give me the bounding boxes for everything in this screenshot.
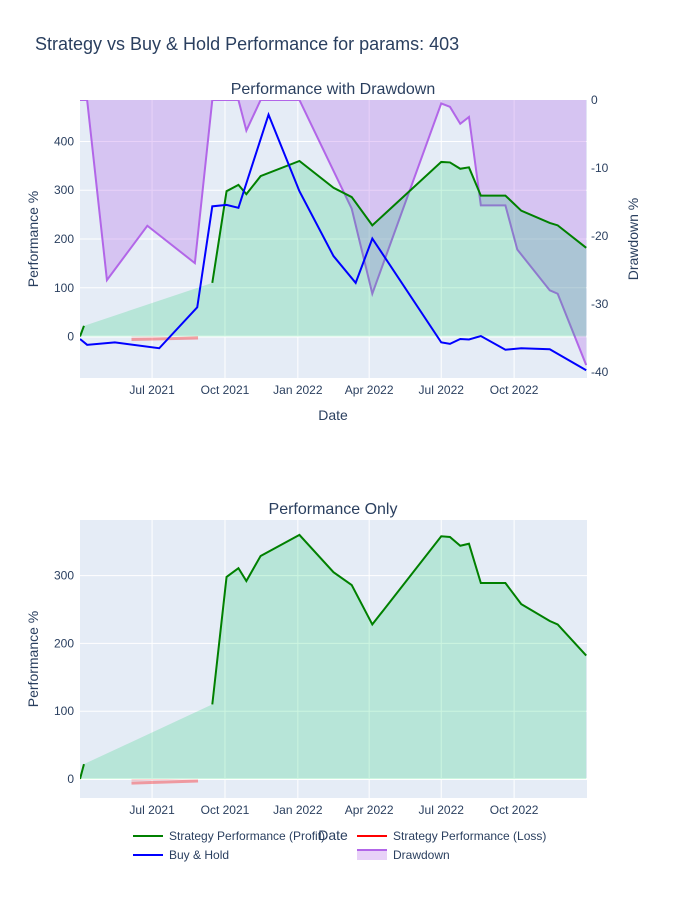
x-tick-label-2: Jan 2022 — [273, 803, 323, 817]
strategy-performance-profit-1-segment-1 — [80, 325, 85, 337]
y2-axis-label-1: Drawdown % — [625, 198, 641, 280]
panel-performance-only: Jul 2021 Oct 2021 Jan 2022 Apr 2022 Jul 2022… — [25, 501, 587, 843]
y-tick-label-1: 100 — [54, 281, 74, 295]
series-layer-1 — [80, 100, 587, 372]
y-tick-label-2: 0 — [67, 772, 74, 786]
drawdown-1-area — [80, 100, 587, 366]
legend-label-drawdown: Drawdown — [393, 848, 450, 862]
legend-label-loss: Strategy Performance (Loss) — [393, 829, 546, 843]
strategy-performance-profit-1-segment-2 — [211, 159, 587, 284]
x-tick-label-1: Apr 2022 — [345, 383, 394, 397]
y-axis-label-1: Performance % — [25, 191, 41, 287]
strategy-performance-profit-2-segment-2 — [211, 533, 587, 705]
strategy-performance-profit-1-area — [80, 160, 587, 337]
legend-label-profit: Strategy Performance (Profit) — [169, 829, 325, 843]
y-tick-label-2: 200 — [54, 636, 74, 650]
legend-item-loss[interactable]: Strategy Performance (Loss) — [357, 829, 546, 843]
grid-2 — [80, 520, 587, 798]
strategy-performance-loss-1-line — [131, 336, 199, 341]
legend-swatch-drawdown-fill — [357, 850, 387, 860]
x-tick-label-1: Jan 2022 — [273, 383, 323, 397]
x-tick-label-1: Jul 2021 — [129, 383, 175, 397]
x-tick-label-1: Jul 2022 — [419, 383, 465, 397]
x-tick-label-2: Oct 2022 — [490, 803, 539, 817]
strategy-performance-profit-2-area — [80, 534, 587, 780]
x-axis-label-1: Date — [318, 407, 348, 423]
legend-item-profit[interactable]: Strategy Performance (Profit) — [133, 829, 325, 843]
strategy-performance-loss-2-line — [131, 779, 199, 785]
legend-item-drawdown[interactable]: Drawdown — [357, 848, 450, 862]
strategy-performance-loss-1-area — [131, 336, 199, 338]
x-tick-label-2: Jul 2021 — [129, 803, 175, 817]
strategy-performance-profit-2-segment-1 — [80, 763, 85, 780]
x-axis-label-2: Date — [318, 827, 348, 843]
y-tick-label-2: 100 — [54, 704, 74, 718]
y-axis-label-2: Performance % — [25, 611, 41, 707]
x-tick-label-2: Apr 2022 — [345, 803, 394, 817]
x-tick-label-2: Jul 2022 — [419, 803, 465, 817]
figure-title: Strategy vs Buy & Hold Performance for p… — [35, 34, 459, 54]
y-tick-label-1: 200 — [54, 232, 74, 246]
plot-background-2 — [80, 520, 587, 798]
legend-item-buy-hold[interactable]: Buy & Hold — [133, 848, 229, 862]
drawdown-1-line — [80, 100, 587, 366]
legend-label-buy-hold: Buy & Hold — [169, 848, 229, 862]
legend: Strategy Performance (Profit) Strategy P… — [133, 829, 546, 862]
x-tick-label-2: Oct 2021 — [201, 803, 250, 817]
y-tick-label-2: 300 — [54, 569, 74, 583]
strategy-performance-loss-2-area — [131, 779, 199, 782]
y2-tick-label-1: -30 — [591, 297, 609, 311]
y2-tick-label-1: 0 — [591, 93, 598, 107]
y2-tick-label-1: -40 — [591, 365, 609, 379]
x-tick-label-1: Oct 2021 — [201, 383, 250, 397]
ticks-2: Jul 2021 Oct 2021 Jan 2022 Apr 2022 Jul 2022… — [54, 569, 539, 817]
y-tick-label-1: 400 — [54, 134, 74, 148]
series-layer-2 — [80, 533, 587, 785]
y2-tick-label-1: -10 — [591, 161, 609, 175]
ticks-1: Jul 2021 Oct 2021 Jan 2022 Apr 2022 Jul 2022… — [54, 93, 609, 397]
x-tick-label-1: Oct 2022 — [490, 383, 539, 397]
subplot-title-2: Performance Only — [269, 501, 398, 518]
y-tick-label-1: 300 — [54, 183, 74, 197]
panel-performance-with-drawdown: Jul 2021 Oct 2021 Jan 2022 Apr 2022 Jul 2022… — [25, 81, 641, 423]
y-tick-label-1: 0 — [67, 330, 74, 344]
subplot-title-1: Performance with Drawdown — [231, 81, 436, 98]
y2-tick-label-1: -20 — [591, 229, 609, 243]
buy-hold-1-line — [80, 111, 587, 372]
